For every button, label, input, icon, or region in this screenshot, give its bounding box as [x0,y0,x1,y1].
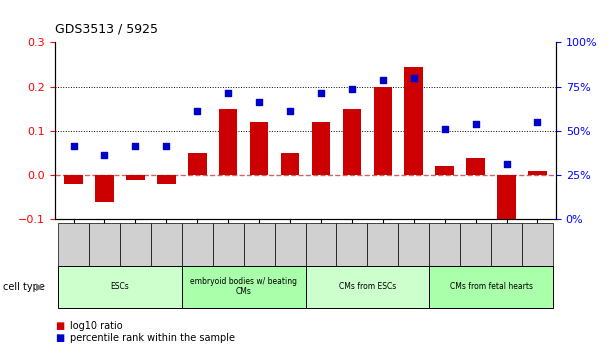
Point [254,99,264,105]
Point [502,161,511,167]
Bar [95,175,114,202]
Text: ■: ■ [55,333,64,343]
Text: CMs from fetal hearts: CMs from fetal hearts [450,282,533,291]
Bar [373,87,392,175]
Point [316,91,326,96]
Bar [312,122,330,175]
Point [68,144,78,149]
Bar [436,166,454,175]
Text: ESCs: ESCs [111,282,130,291]
Text: embryoid bodies w/ beating
CMs: embryoid bodies w/ beating CMs [190,277,297,296]
Point [378,77,388,83]
Text: ■: ■ [55,321,64,331]
Bar [404,67,423,175]
Bar [466,158,485,175]
Point [161,144,171,149]
Text: percentile rank within the sample: percentile rank within the sample [70,333,235,343]
Text: CMs from ESCs: CMs from ESCs [338,282,396,291]
Bar [528,171,547,175]
Bar [157,175,175,184]
Bar [188,153,207,175]
Point [223,91,233,96]
Point [470,121,480,127]
Point [533,119,543,125]
Point [100,153,109,158]
Bar [126,175,145,180]
Bar [219,109,238,175]
Text: GDS3513 / 5925: GDS3513 / 5925 [55,22,158,35]
Text: ▶: ▶ [36,282,43,292]
Bar [64,175,83,184]
Point [440,126,450,132]
Bar [497,175,516,219]
Bar [343,109,361,175]
Bar [250,122,268,175]
Point [192,108,202,114]
Point [285,108,295,114]
Text: cell type: cell type [3,282,45,292]
Bar [281,153,299,175]
Point [131,144,141,149]
Point [409,75,419,81]
Text: log10 ratio: log10 ratio [70,321,123,331]
Point [347,86,357,92]
